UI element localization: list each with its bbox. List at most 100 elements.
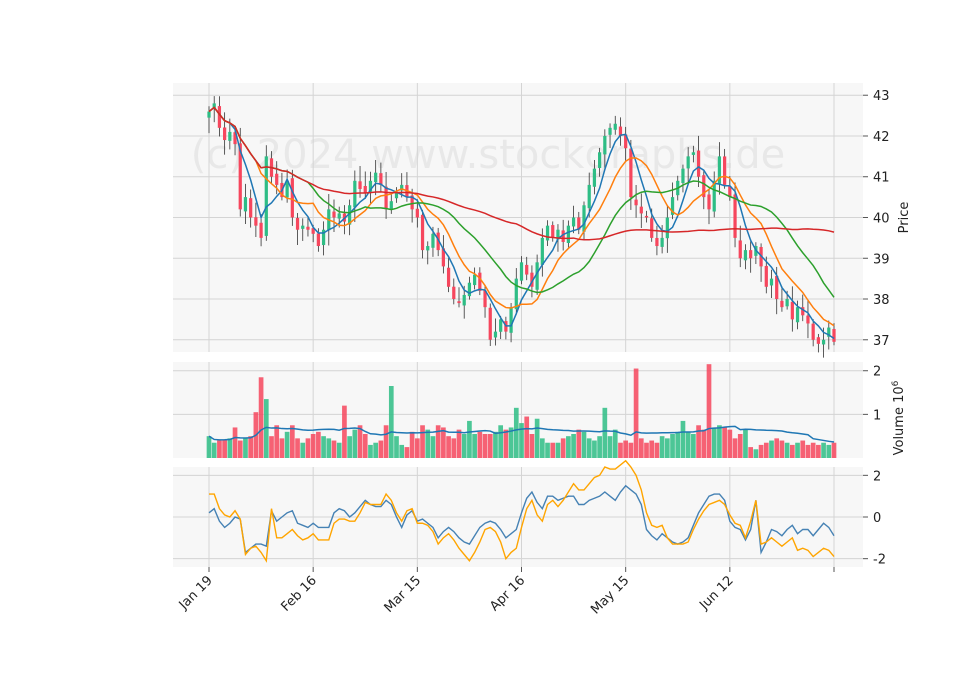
candle (592, 160, 597, 195)
volume-bar (435, 425, 441, 458)
volume-bar (659, 436, 665, 458)
candle (525, 256, 529, 281)
volume-bar (347, 436, 352, 458)
candle-body (374, 172, 378, 183)
price-tick-label: 39 (873, 252, 890, 267)
candle-body (462, 294, 466, 306)
candle (368, 171, 373, 204)
candle (212, 96, 216, 123)
candle (436, 227, 440, 257)
candle-body (577, 217, 581, 230)
candle (499, 315, 503, 340)
volume-bar (774, 438, 780, 458)
volume-axis-label: Volume 106 (891, 380, 907, 455)
candle-body (780, 300, 784, 308)
volume-bar (821, 442, 826, 458)
candle-body (634, 199, 638, 206)
candle-body (608, 127, 612, 135)
candle-body (483, 290, 487, 308)
candle-body (530, 272, 534, 287)
volume-bar (805, 444, 811, 458)
volume-bar (373, 442, 379, 458)
volume-bars (206, 364, 837, 458)
volume-bar (701, 429, 707, 458)
volume-bar (638, 438, 644, 458)
candle-body (254, 217, 258, 226)
volume-bar (222, 439, 227, 458)
candle-body (540, 237, 544, 265)
volume-bar (769, 440, 774, 458)
moving-average-line (208, 106, 835, 340)
candle (254, 202, 258, 237)
volume-bar (628, 442, 634, 458)
volume-bar (644, 442, 649, 458)
volume-bar (399, 444, 405, 458)
moving-average-line (208, 106, 835, 298)
candle (608, 123, 612, 149)
volume-bar (336, 442, 342, 458)
candle-body (592, 168, 597, 187)
volume-bar (592, 440, 597, 458)
volume-bar (295, 438, 300, 458)
volume-bar (258, 377, 264, 458)
candle-body (452, 286, 456, 300)
candle (467, 276, 472, 300)
candle-body (441, 248, 445, 267)
volume-bar (493, 431, 498, 458)
candle-body (775, 275, 779, 300)
candle-body (587, 184, 591, 209)
candle (639, 193, 643, 229)
candle-body (785, 299, 789, 307)
volume-bar (368, 444, 373, 458)
candle-body (535, 262, 539, 290)
candle-body (311, 228, 315, 234)
candle (551, 221, 555, 242)
volume-bar (420, 425, 425, 458)
candle-body (264, 156, 268, 236)
candle (738, 225, 742, 268)
volume-bar (414, 438, 420, 458)
price-tick-label: 40 (873, 212, 890, 227)
oscillator-line (208, 484, 835, 555)
candle (243, 183, 248, 224)
candle-body (233, 132, 237, 145)
volume-bar (706, 364, 712, 458)
volume-bar (711, 427, 717, 458)
candle (566, 220, 570, 248)
volume-bar (732, 438, 738, 458)
price-tick-label: 38 (873, 293, 890, 308)
candle-body (228, 131, 232, 141)
candle (452, 278, 456, 305)
candle-body (691, 152, 695, 155)
candle (295, 212, 300, 246)
candle (374, 160, 378, 196)
volume-bar (691, 434, 696, 458)
volume-bar (232, 427, 238, 458)
candle (545, 220, 550, 246)
candle (665, 205, 669, 253)
volume-bar (545, 442, 550, 458)
candle-body (519, 262, 524, 281)
candle-body (764, 265, 768, 287)
volume-bar (300, 442, 306, 458)
volume-bar (404, 447, 410, 458)
volume-bar (284, 431, 290, 458)
candle-body (723, 156, 727, 185)
candle-body (285, 180, 289, 198)
candle-body (415, 208, 419, 218)
candle-body (686, 156, 690, 169)
candle-body (827, 327, 831, 337)
candle-body (301, 225, 305, 229)
candle-body (728, 186, 732, 198)
candle-body (223, 127, 227, 141)
candle (801, 294, 805, 322)
volume-bar (482, 434, 488, 458)
candle-body (243, 197, 248, 212)
x-tick-label: Feb 16 (278, 573, 320, 615)
candle-body (337, 213, 341, 219)
volume-bar (816, 444, 821, 458)
volume-bar (383, 425, 389, 458)
candle (832, 323, 836, 346)
candle (634, 185, 638, 218)
